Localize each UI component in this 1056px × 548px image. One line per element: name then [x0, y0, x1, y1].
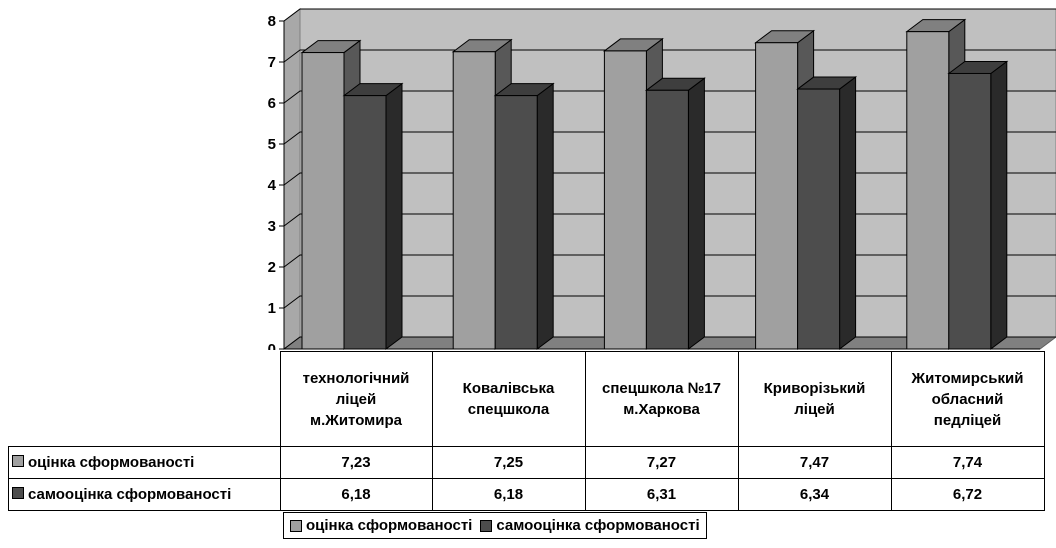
bar-side: [687, 77, 705, 350]
table-cell: 6,31: [584, 478, 739, 511]
table-cell: 7,27: [584, 446, 739, 479]
data-table: технологічний ліцей м.Житомира Ковалівська…: [8, 351, 1045, 511]
table-cell: 6,72: [890, 478, 1045, 511]
y-tick-label: 2: [268, 259, 276, 276]
bar-side: [839, 76, 857, 350]
legend-swatch: [290, 519, 302, 532]
bar-side: [536, 82, 554, 350]
series-swatch: [12, 455, 24, 467]
bar: [796, 76, 858, 350]
bar-front: [494, 95, 538, 350]
table-cell: 6,18: [431, 478, 586, 511]
series-row-header: оцінка сформованості: [8, 446, 281, 479]
category-label: Житомирський обласний педліцей: [890, 351, 1045, 447]
gridline: [283, 8, 1056, 22]
table-cell: 7,47: [737, 446, 892, 479]
series-swatch: [12, 487, 24, 499]
y-tick-label: 0: [268, 341, 276, 350]
bar-front: [343, 95, 387, 350]
bar: [493, 82, 555, 350]
bar-front: [645, 89, 689, 350]
bar-front: [603, 50, 647, 350]
bar-front: [948, 72, 992, 350]
y-tick-label: 4: [268, 177, 277, 194]
bar-chart: 0 1 2 3 4 5 6 7 8: [268, 8, 1056, 350]
category-label: спецшкола №17 м.Харкова: [584, 351, 739, 447]
legend-item: оцінка сформованості: [290, 517, 472, 534]
series-row: оцінка сформованості 7,23 7,25 7,27 7,47…: [8, 446, 1045, 479]
table-cell: 7,25: [431, 446, 586, 479]
bar-front: [301, 52, 345, 350]
series-row: самооцінка сформованості 6,18 6,18 6,31 …: [8, 478, 1045, 511]
bars: [300, 18, 1009, 350]
category-row: технологічний ліцей м.Житомира Ковалівська…: [9, 351, 1045, 447]
y-tick-label: 5: [268, 136, 276, 153]
legend-swatch: [480, 519, 493, 532]
y-tick-label: 7: [268, 54, 276, 71]
bar-side: [990, 60, 1008, 350]
bar-front: [906, 31, 950, 350]
bar: [644, 77, 706, 350]
category-label: технологічний ліцей м.Житомира: [279, 351, 433, 447]
y-tick-label: 1: [268, 300, 276, 317]
table-cell: 7,74: [890, 446, 1045, 479]
y-tick-label: 6: [268, 95, 276, 112]
bar: [947, 60, 1009, 350]
bar-side: [385, 82, 403, 350]
table-cell: 6,34: [737, 478, 892, 511]
legend-item: самооцінка сформованості: [480, 517, 700, 534]
bar-front: [452, 51, 496, 350]
table-cell: 6,18: [279, 478, 433, 511]
bar: [342, 82, 404, 350]
table-cell: 7,23: [279, 446, 433, 479]
legend: оцінка сформованості самооцінка сформова…: [283, 512, 707, 539]
bar-front: [797, 88, 841, 350]
y-tick-label: 3: [268, 218, 276, 235]
category-label: Ковалівська спецшкола: [431, 351, 586, 447]
category-label: Криворізький ліцей: [737, 351, 892, 447]
series-row-header: самооцінка сформованості: [8, 478, 281, 511]
y-tick-label: 8: [268, 13, 276, 30]
bar-front: [755, 42, 799, 350]
